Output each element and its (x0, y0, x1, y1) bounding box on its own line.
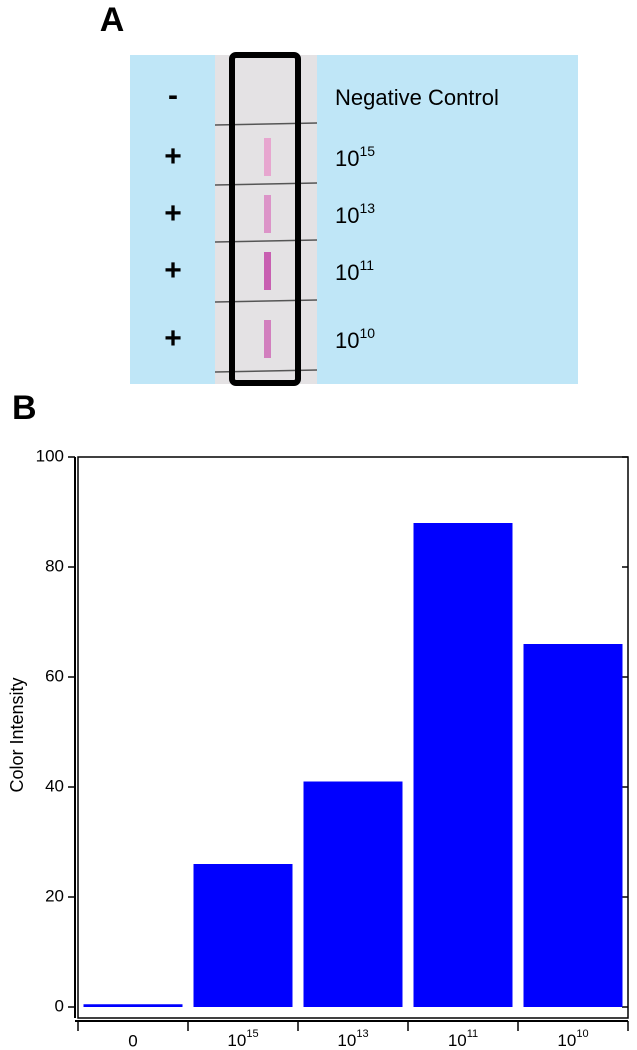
x-tick-label: 0 (128, 1031, 137, 1050)
label-base: 10 (557, 1031, 576, 1050)
row-sign: - (168, 79, 178, 112)
panel-background (130, 55, 578, 384)
label-base: 10 (335, 203, 359, 228)
panel-label: A (100, 1, 125, 39)
y-tick-label: 80 (45, 556, 64, 575)
label-base: 10 (227, 1031, 246, 1050)
row-sign: + (164, 254, 182, 287)
row-label: Negative Control (335, 85, 499, 110)
x-tick-label: 1011 (448, 1028, 478, 1050)
bar (413, 523, 513, 1007)
row-sign: + (164, 322, 182, 355)
label-exponent: 11 (359, 257, 374, 273)
label-exponent: 13 (359, 200, 375, 216)
label-exponent: 10 (359, 325, 375, 341)
plot-frame (77, 456, 629, 1019)
bar (303, 781, 403, 1007)
row-sign: + (164, 197, 182, 230)
x-tick-label: 1015 (227, 1028, 258, 1050)
row-label: 1015 (335, 143, 375, 171)
label-exponent: 13 (356, 1028, 368, 1040)
highlight-box (229, 52, 301, 386)
y-tick-label: 100 (36, 446, 64, 465)
x-tick-label: 1010 (557, 1028, 588, 1050)
row-label: 1010 (335, 325, 375, 353)
label-exponent: 11 (467, 1028, 478, 1040)
y-tick-label: 20 (45, 886, 64, 905)
test-line (264, 195, 271, 233)
y-axis-label: Color Intensity (7, 677, 27, 792)
row-label: 1013 (335, 200, 375, 228)
bar (193, 864, 293, 1007)
label-base: 10 (335, 328, 359, 353)
test-line (264, 320, 271, 358)
bar (83, 1004, 183, 1007)
label-base: 10 (335, 260, 359, 285)
label-exponent: 15 (359, 143, 375, 159)
label-base: 10 (337, 1031, 356, 1050)
y-tick-label: 60 (45, 666, 64, 685)
y-tick-label: 0 (55, 996, 64, 1015)
bar (523, 644, 623, 1007)
panel-label: B (12, 389, 37, 427)
label-exponent: 15 (246, 1028, 258, 1040)
label-base: 10 (448, 1031, 467, 1050)
x-tick-label: 1013 (337, 1028, 368, 1050)
row-sign: + (164, 140, 182, 173)
label-exponent: 10 (576, 1028, 588, 1040)
test-line (264, 252, 271, 290)
row-label: 1011 (335, 257, 374, 285)
test-line (264, 138, 271, 176)
y-tick-label: 40 (45, 776, 64, 795)
label-base: 10 (335, 146, 359, 171)
